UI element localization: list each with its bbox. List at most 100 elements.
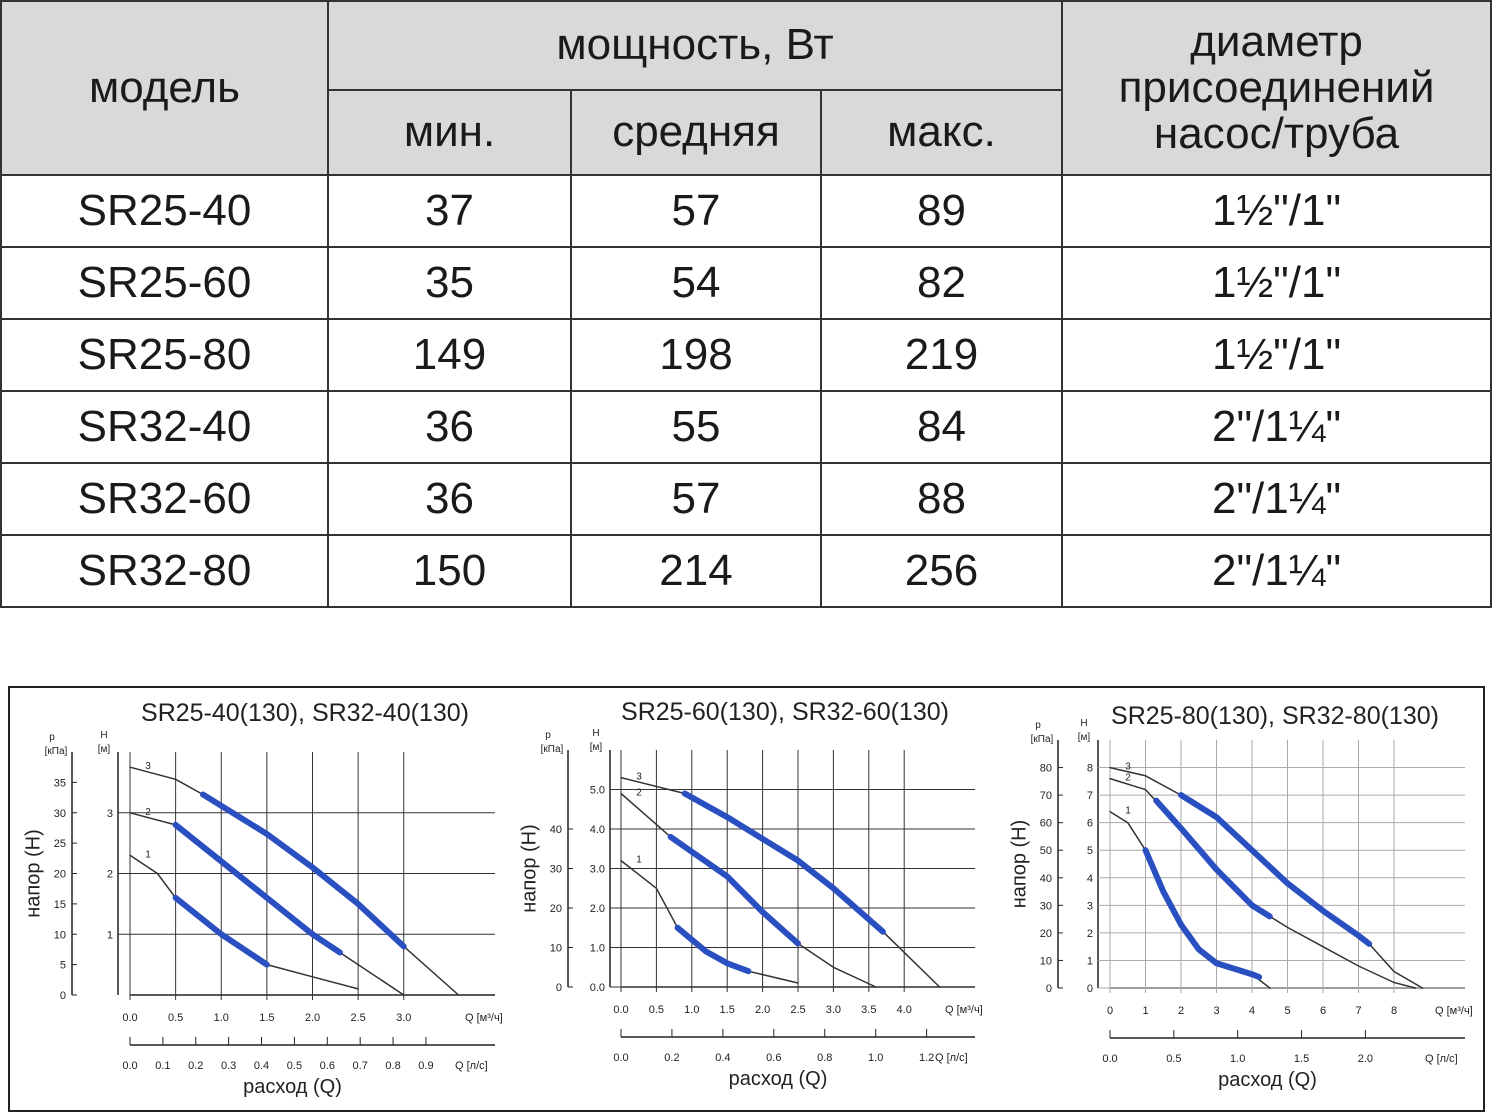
duty-range: [667, 833, 801, 947]
h-axis-name: H: [592, 728, 599, 739]
qs-tick-label: 2.0: [1358, 1053, 1373, 1065]
duty-range: [200, 791, 407, 950]
q-tick-label: 1.5: [720, 1004, 735, 1016]
qs-tick-label: 0.7: [353, 1060, 368, 1072]
q-tick-label: 2.0: [755, 1004, 770, 1016]
p-tick-label: 80: [1040, 763, 1052, 775]
q-tick-label: 0.5: [649, 1004, 664, 1016]
p-axis-unit: [кПа]: [541, 744, 564, 755]
h-axis-name: H: [1080, 718, 1087, 729]
h-tick-label: 7: [1087, 790, 1093, 802]
p-tick-label: 70: [1040, 790, 1052, 802]
table-cell: 89: [819, 174, 1064, 248]
q-tick-label: 0.0: [613, 1004, 628, 1016]
p-axis-name: p: [1035, 720, 1041, 731]
p-tick-label: 30: [54, 808, 66, 820]
p-tick-label: 5: [60, 960, 66, 972]
chart-title: SR25-60(130), SR32-60(130): [621, 698, 949, 726]
duty-range: [1153, 797, 1273, 920]
table-row: SR25-40 37 57 89 1½"/1": [0, 174, 1493, 248]
table-cell: SR25-80: [0, 318, 329, 392]
table-cell: 2"/1¼": [1061, 534, 1493, 608]
table-cell: 198: [570, 318, 822, 392]
h-tick-label: 0: [1087, 983, 1093, 995]
h-tick-label: 3: [107, 808, 113, 820]
q-tick-label: 0: [1107, 1005, 1113, 1017]
h-tick-label: 6: [1087, 818, 1093, 830]
qs-tick-label: 0.4: [254, 1060, 269, 1072]
table-cell: 54: [570, 246, 822, 320]
curve-label: 1: [636, 855, 642, 866]
p-axis-name: p: [545, 730, 551, 741]
table-cell: 2"/1¼": [1061, 390, 1493, 464]
p-tick-label: 10: [550, 943, 562, 955]
table-row: SR32-40 36 55 84 2"/1¼": [0, 390, 1493, 464]
h-tick-label: 4: [1087, 873, 1093, 885]
p-axis-name: p: [49, 732, 55, 743]
q-tick-label: 2.5: [790, 1004, 805, 1016]
curve-label: 2: [1125, 773, 1131, 784]
table-cell: SR25-60: [0, 246, 329, 320]
chart-title: SR25-80(130), SR32-80(130): [1111, 702, 1439, 730]
qs-tick-label: 0.5: [287, 1060, 302, 1072]
qs-tick-label: 0.1: [155, 1060, 170, 1072]
p-tick-label: 20: [54, 869, 66, 881]
q-unit: Q [м³/ч]: [1435, 1005, 1473, 1017]
duty-range: [172, 821, 343, 956]
curve-label: 1: [1125, 806, 1131, 817]
chart-title: SR25-40(130), SR32-40(130): [141, 699, 469, 727]
h-tick-label: 2.0: [590, 903, 605, 915]
table-cell: 57: [570, 174, 822, 248]
x-axis-label: расход (Q): [1218, 1069, 1317, 1091]
qs-tick-label: 1.0: [1230, 1053, 1245, 1065]
table-cell: 88: [819, 462, 1064, 536]
table-cell: 35: [327, 246, 572, 320]
table-cell: 256: [819, 534, 1064, 608]
q-tick-label: 4.0: [897, 1004, 912, 1016]
table-cell: 36: [327, 462, 572, 536]
curve-label: 2: [145, 807, 151, 818]
duty-range: [1142, 847, 1263, 980]
qs-tick-label: 0.2: [664, 1052, 679, 1064]
qs-tick-label: 0.6: [766, 1052, 781, 1064]
curve-label: 1: [145, 849, 151, 860]
qs-unit: Q [л/с]: [935, 1052, 968, 1064]
q-tick-label: 1.0: [214, 1012, 229, 1024]
header-cell: модель: [0, 0, 329, 176]
h-axis-unit: [м]: [590, 742, 603, 753]
h-tick-label: 2: [1087, 928, 1093, 940]
table-cell: 219: [819, 318, 1064, 392]
table-row: SR25-80 149 198 219 1½"/1": [0, 318, 1493, 392]
curve-label: 3: [1125, 762, 1131, 773]
q-tick-label: 3.0: [826, 1004, 841, 1016]
duty-range: [674, 924, 752, 975]
table-row: SR25-60 35 54 82 1½"/1": [0, 246, 1493, 320]
h-tick-label: 5: [1087, 845, 1093, 857]
qs-tick-label: 0.4: [715, 1052, 730, 1064]
curve-label: 3: [145, 761, 151, 772]
qs-tick-label: 0.0: [613, 1052, 628, 1064]
p-tick-label: 15: [54, 899, 66, 911]
table-cell: 1½"/1": [1061, 318, 1493, 392]
qs-tick-label: 0.9: [418, 1060, 433, 1072]
p-tick-label: 50: [1040, 845, 1052, 857]
x-axis-label: расход (Q): [243, 1076, 342, 1098]
p-tick-label: 20: [1040, 928, 1052, 940]
table-cell: 1½"/1": [1061, 174, 1493, 248]
header-cell: мощность, Вт: [326, 0, 1064, 91]
qs-tick-label: 0.2: [188, 1060, 203, 1072]
spec-table: модель мощность, Вт диаметр присоединений н…: [0, 0, 1493, 608]
duty-range: [681, 790, 886, 935]
p-tick-label: 0: [1046, 983, 1052, 995]
table-cell: 150: [327, 534, 572, 608]
q-tick-label: 4: [1249, 1005, 1255, 1017]
y-axis-label: напор (H): [22, 829, 44, 918]
qs-unit: Q [л/с]: [1425, 1053, 1458, 1065]
h-axis-unit: [м]: [1078, 732, 1091, 743]
p-tick-label: 20: [550, 903, 562, 915]
table-cell: SR32-80: [0, 534, 329, 608]
pump-curve: [620, 776, 941, 988]
header-line: присоединений: [1118, 62, 1435, 112]
qs-tick-label: 1.0: [868, 1052, 883, 1064]
